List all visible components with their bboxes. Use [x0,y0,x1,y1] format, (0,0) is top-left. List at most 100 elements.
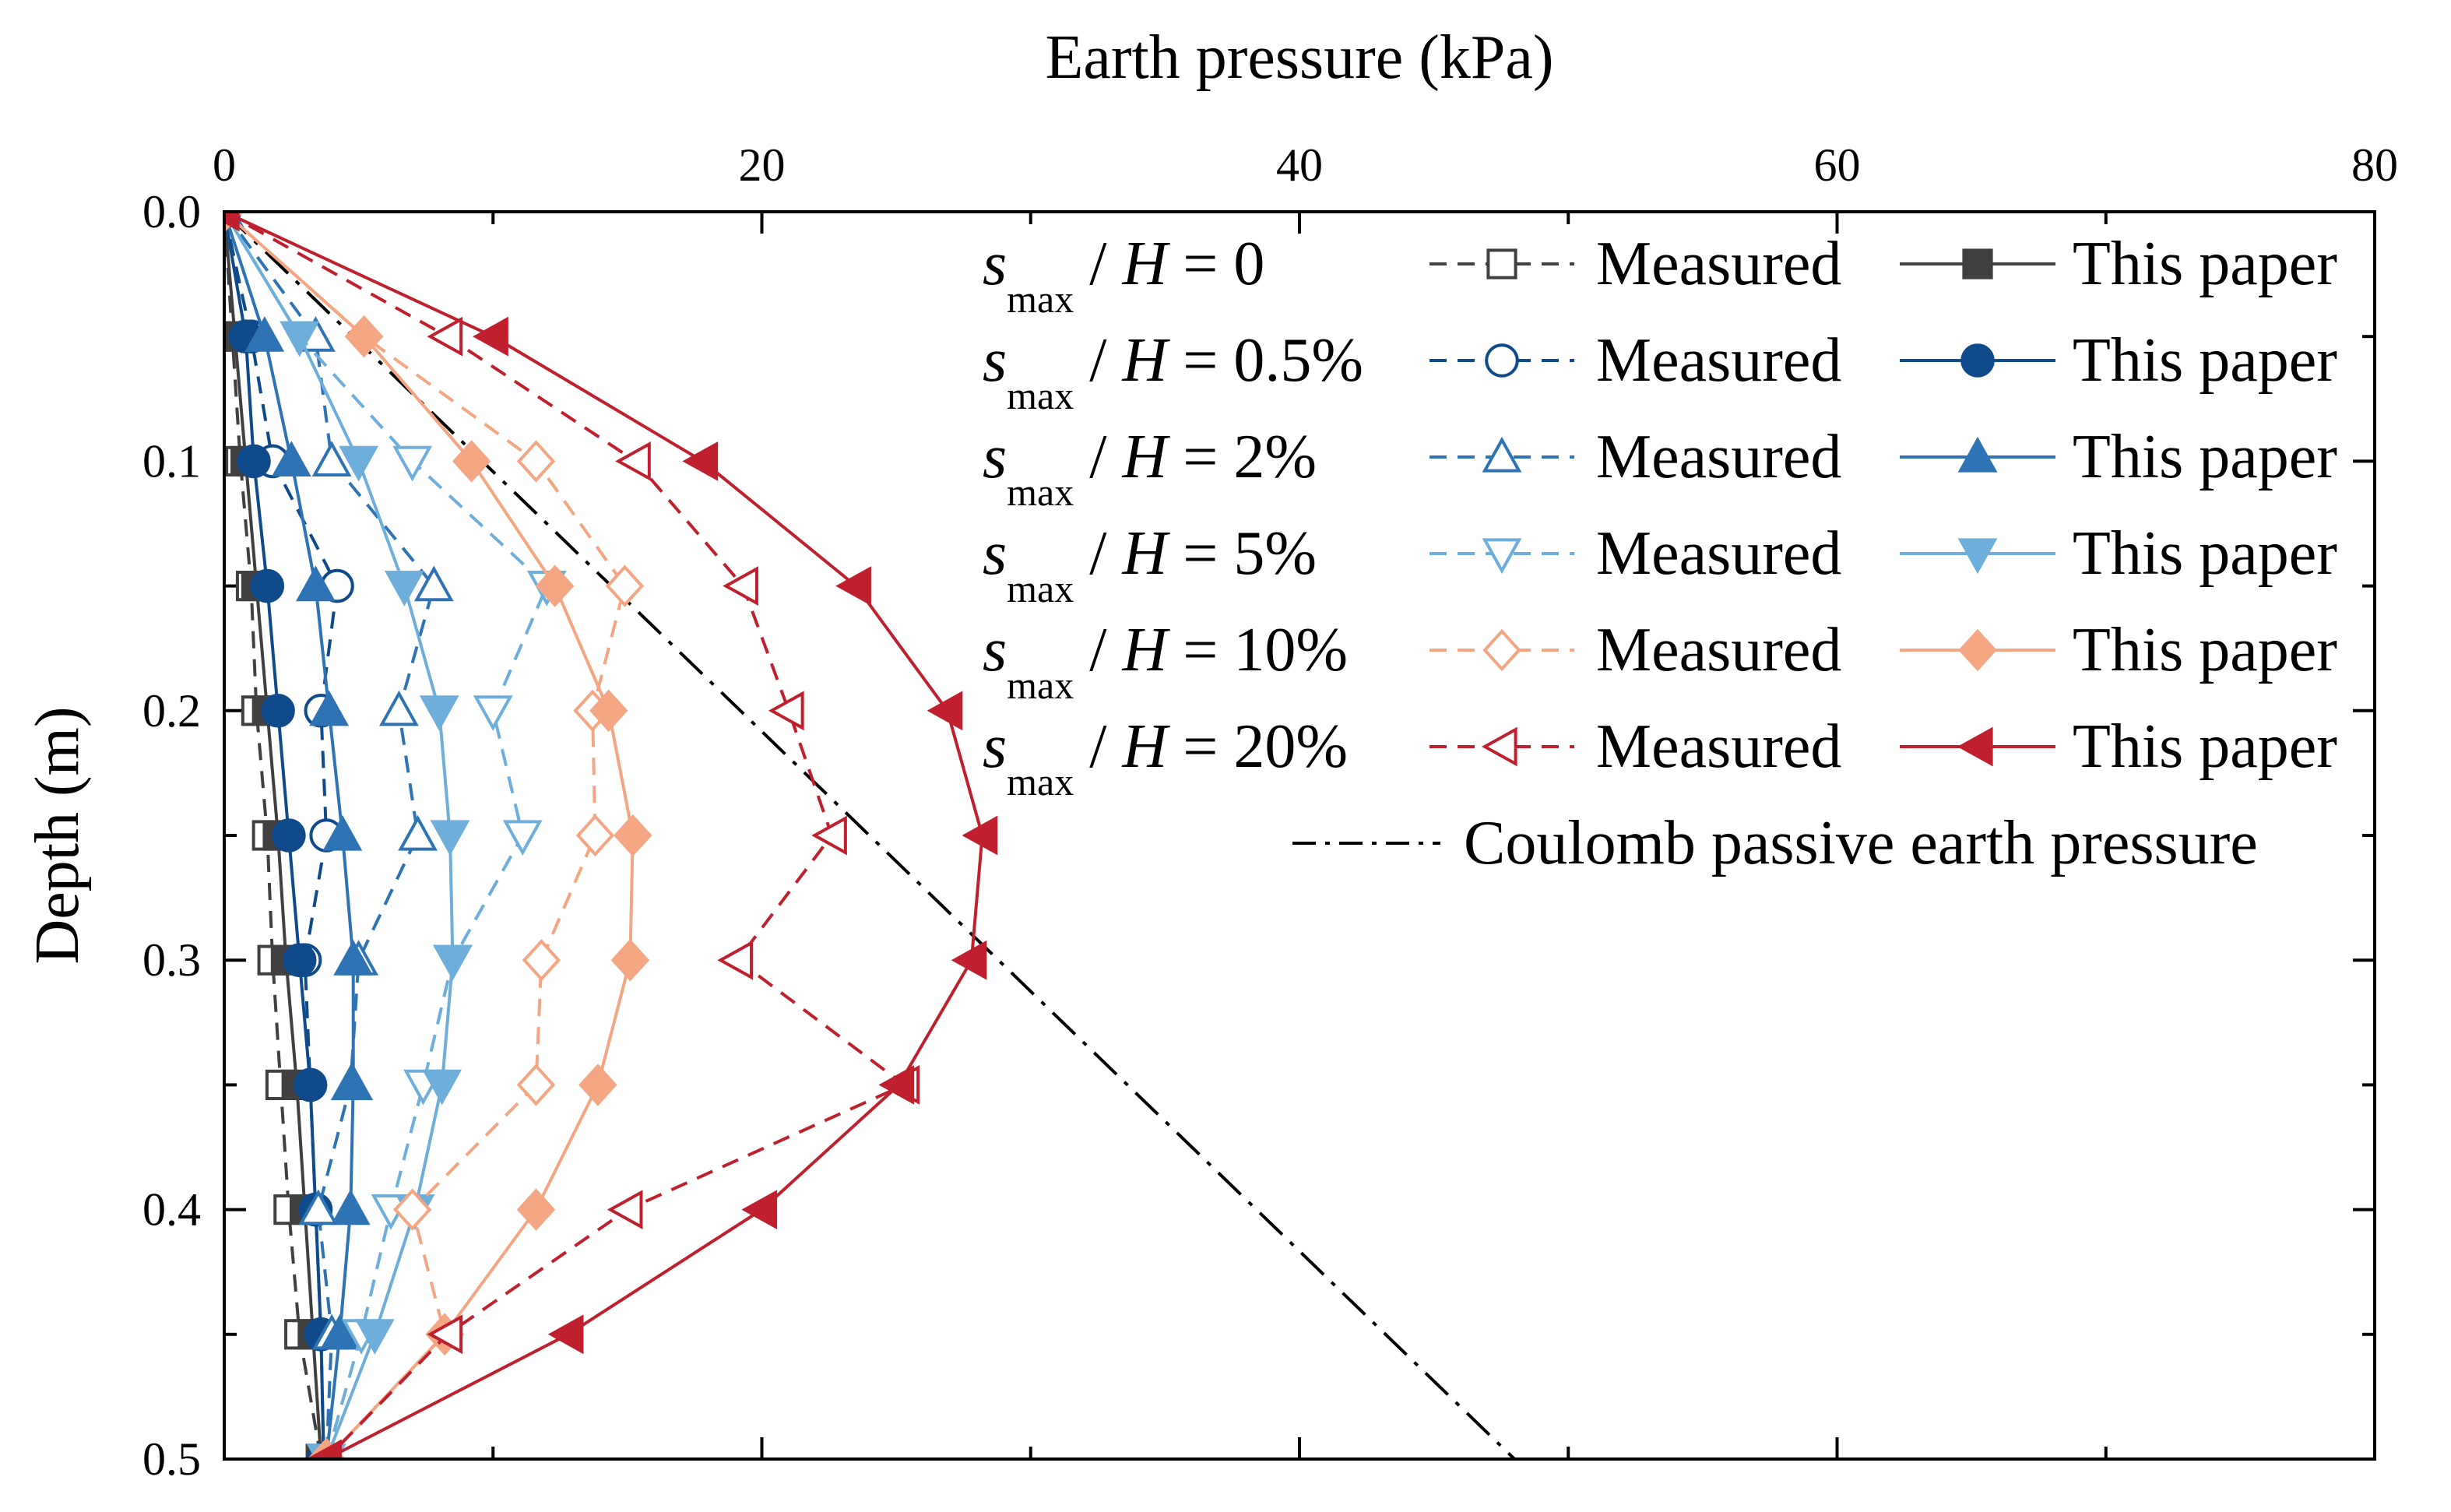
model-point-2 [333,1064,374,1100]
measured-point-20 [811,815,847,856]
legend-var: s [983,230,1007,298]
legend-model-marker [1957,436,1998,473]
model-point-20 [951,940,987,980]
legend-measured-label: Measured [1596,616,1841,684]
measured-point-5 [502,820,543,856]
x-axis-title: Earth pressure (kPa) [1045,23,1553,92]
legend-separator: / [1074,230,1122,298]
measured-point-20 [427,1314,463,1355]
legend-value: = 0 [1167,230,1264,298]
measured-point-2 [298,1189,339,1225]
model-point-2 [271,441,311,476]
measured-point-10 [516,1064,556,1106]
legend-subscript: max [1007,277,1074,321]
model-point-2 [333,940,374,976]
model-point-5 [280,321,320,357]
model-point-20 [547,1314,584,1355]
x-tick-label: 40 [1276,139,1323,191]
x-tick-label: 0 [213,139,236,191]
measured-point-2 [379,690,419,726]
measured-point-20 [717,940,754,980]
model-point-20 [306,1439,342,1459]
legend-h: H [1121,326,1170,395]
model-point-10 [344,315,384,358]
legend-subscript: max [1007,567,1074,610]
measured-point-2 [311,441,352,476]
legend-var: s [983,712,1007,781]
model-point-10 [589,689,628,732]
measured-point-10 [605,564,645,607]
y-tick-label: 0.3 [142,934,201,986]
legend-measured-marker [1482,628,1521,672]
legend-var: s [983,616,1007,684]
model-point-5 [354,1319,395,1355]
legend-h: H [1121,616,1170,684]
legend-value: = 20% [1167,712,1348,781]
legend-series-label: smax / H = 0 [983,230,1264,321]
model-point-5 [433,944,473,981]
legend-model-label: This paper [2073,712,2337,781]
legend-var: s [983,326,1007,395]
series-20 [224,212,998,1459]
legend-series-label: smax / H = 5% [983,519,1317,610]
legend-row-5: smax / H = 5% Measured This paper [983,519,2337,610]
legend-model-marker [1960,343,1995,378]
legend-subscript: max [1007,760,1074,803]
model-point-20 [741,1190,778,1229]
model-point-20 [473,316,508,357]
legend-separator: / [1074,519,1122,588]
model-point-0.5 [250,568,285,603]
measured-point-20 [607,1190,643,1229]
model-point-10 [452,440,491,483]
legend-row-10: smax / H = 10% Measured This paper [983,616,2337,707]
legend-row-coulomb: Coulomb passive earth pressure [1292,809,2258,877]
legend-value: = 5% [1167,519,1317,588]
model-point-2 [322,814,363,851]
legend-model-marker [1958,628,1997,672]
legend-model-marker [1957,538,1998,575]
model-point-5 [430,820,470,856]
legend-measured-label: Measured [1596,423,1841,491]
legend-var: s [983,519,1007,588]
model-point-0.5 [261,694,295,728]
legend-measured-marker [1482,538,1522,575]
measured-point-2 [413,565,454,602]
model-point-10 [535,564,575,607]
legend-separator: / [1074,326,1122,395]
legend-series-label: smax / H = 0.5% [983,326,1363,417]
model-point-0.5 [293,1067,328,1102]
model-point-20 [682,441,719,481]
legend-row-0: smax / H = 0 Measured This paper [983,230,2337,321]
y-tick-label: 0.4 [142,1184,201,1236]
legend-model-label: This paper [2073,616,2337,684]
legend-model-label: This paper [2073,423,2337,491]
axes: 0 20 40 60 80 0.0 0.1 0.2 0.3 0.4 0.5 [142,139,2398,1485]
model-point-5 [384,571,424,607]
legend-measured-label: Measured [1596,519,1841,588]
x-tick-label: 60 [1814,139,1861,191]
legend-measured-marker [1486,248,1517,280]
model-point-2 [330,1189,371,1225]
measured-point-5 [473,695,513,731]
plot-frame [223,210,2376,1461]
legend-coulomb-label: Coulomb passive earth pressure [1464,809,2258,877]
legend-value: = 0.5% [1167,326,1363,395]
measured-point-5 [392,445,433,482]
measured-point-20 [768,691,804,731]
coulomb-reference-line [224,212,1516,1459]
legend-series-label: smax / H = 10% [983,616,1348,707]
legend-subscript: max [1007,470,1074,514]
measured-point-10 [516,440,556,483]
y-axis-title: Depth (m) [23,706,92,964]
legend-h: H [1121,712,1170,781]
model-point-20 [835,566,871,606]
legend-measured-marker [1481,726,1517,767]
legend-model-marker [1962,248,1993,280]
model-point-5 [339,445,379,482]
x-tick-label: 20 [739,139,786,191]
legend-model-label: This paper [2073,326,2337,395]
model-point-20 [962,815,998,856]
model-point-0.5 [282,943,317,977]
